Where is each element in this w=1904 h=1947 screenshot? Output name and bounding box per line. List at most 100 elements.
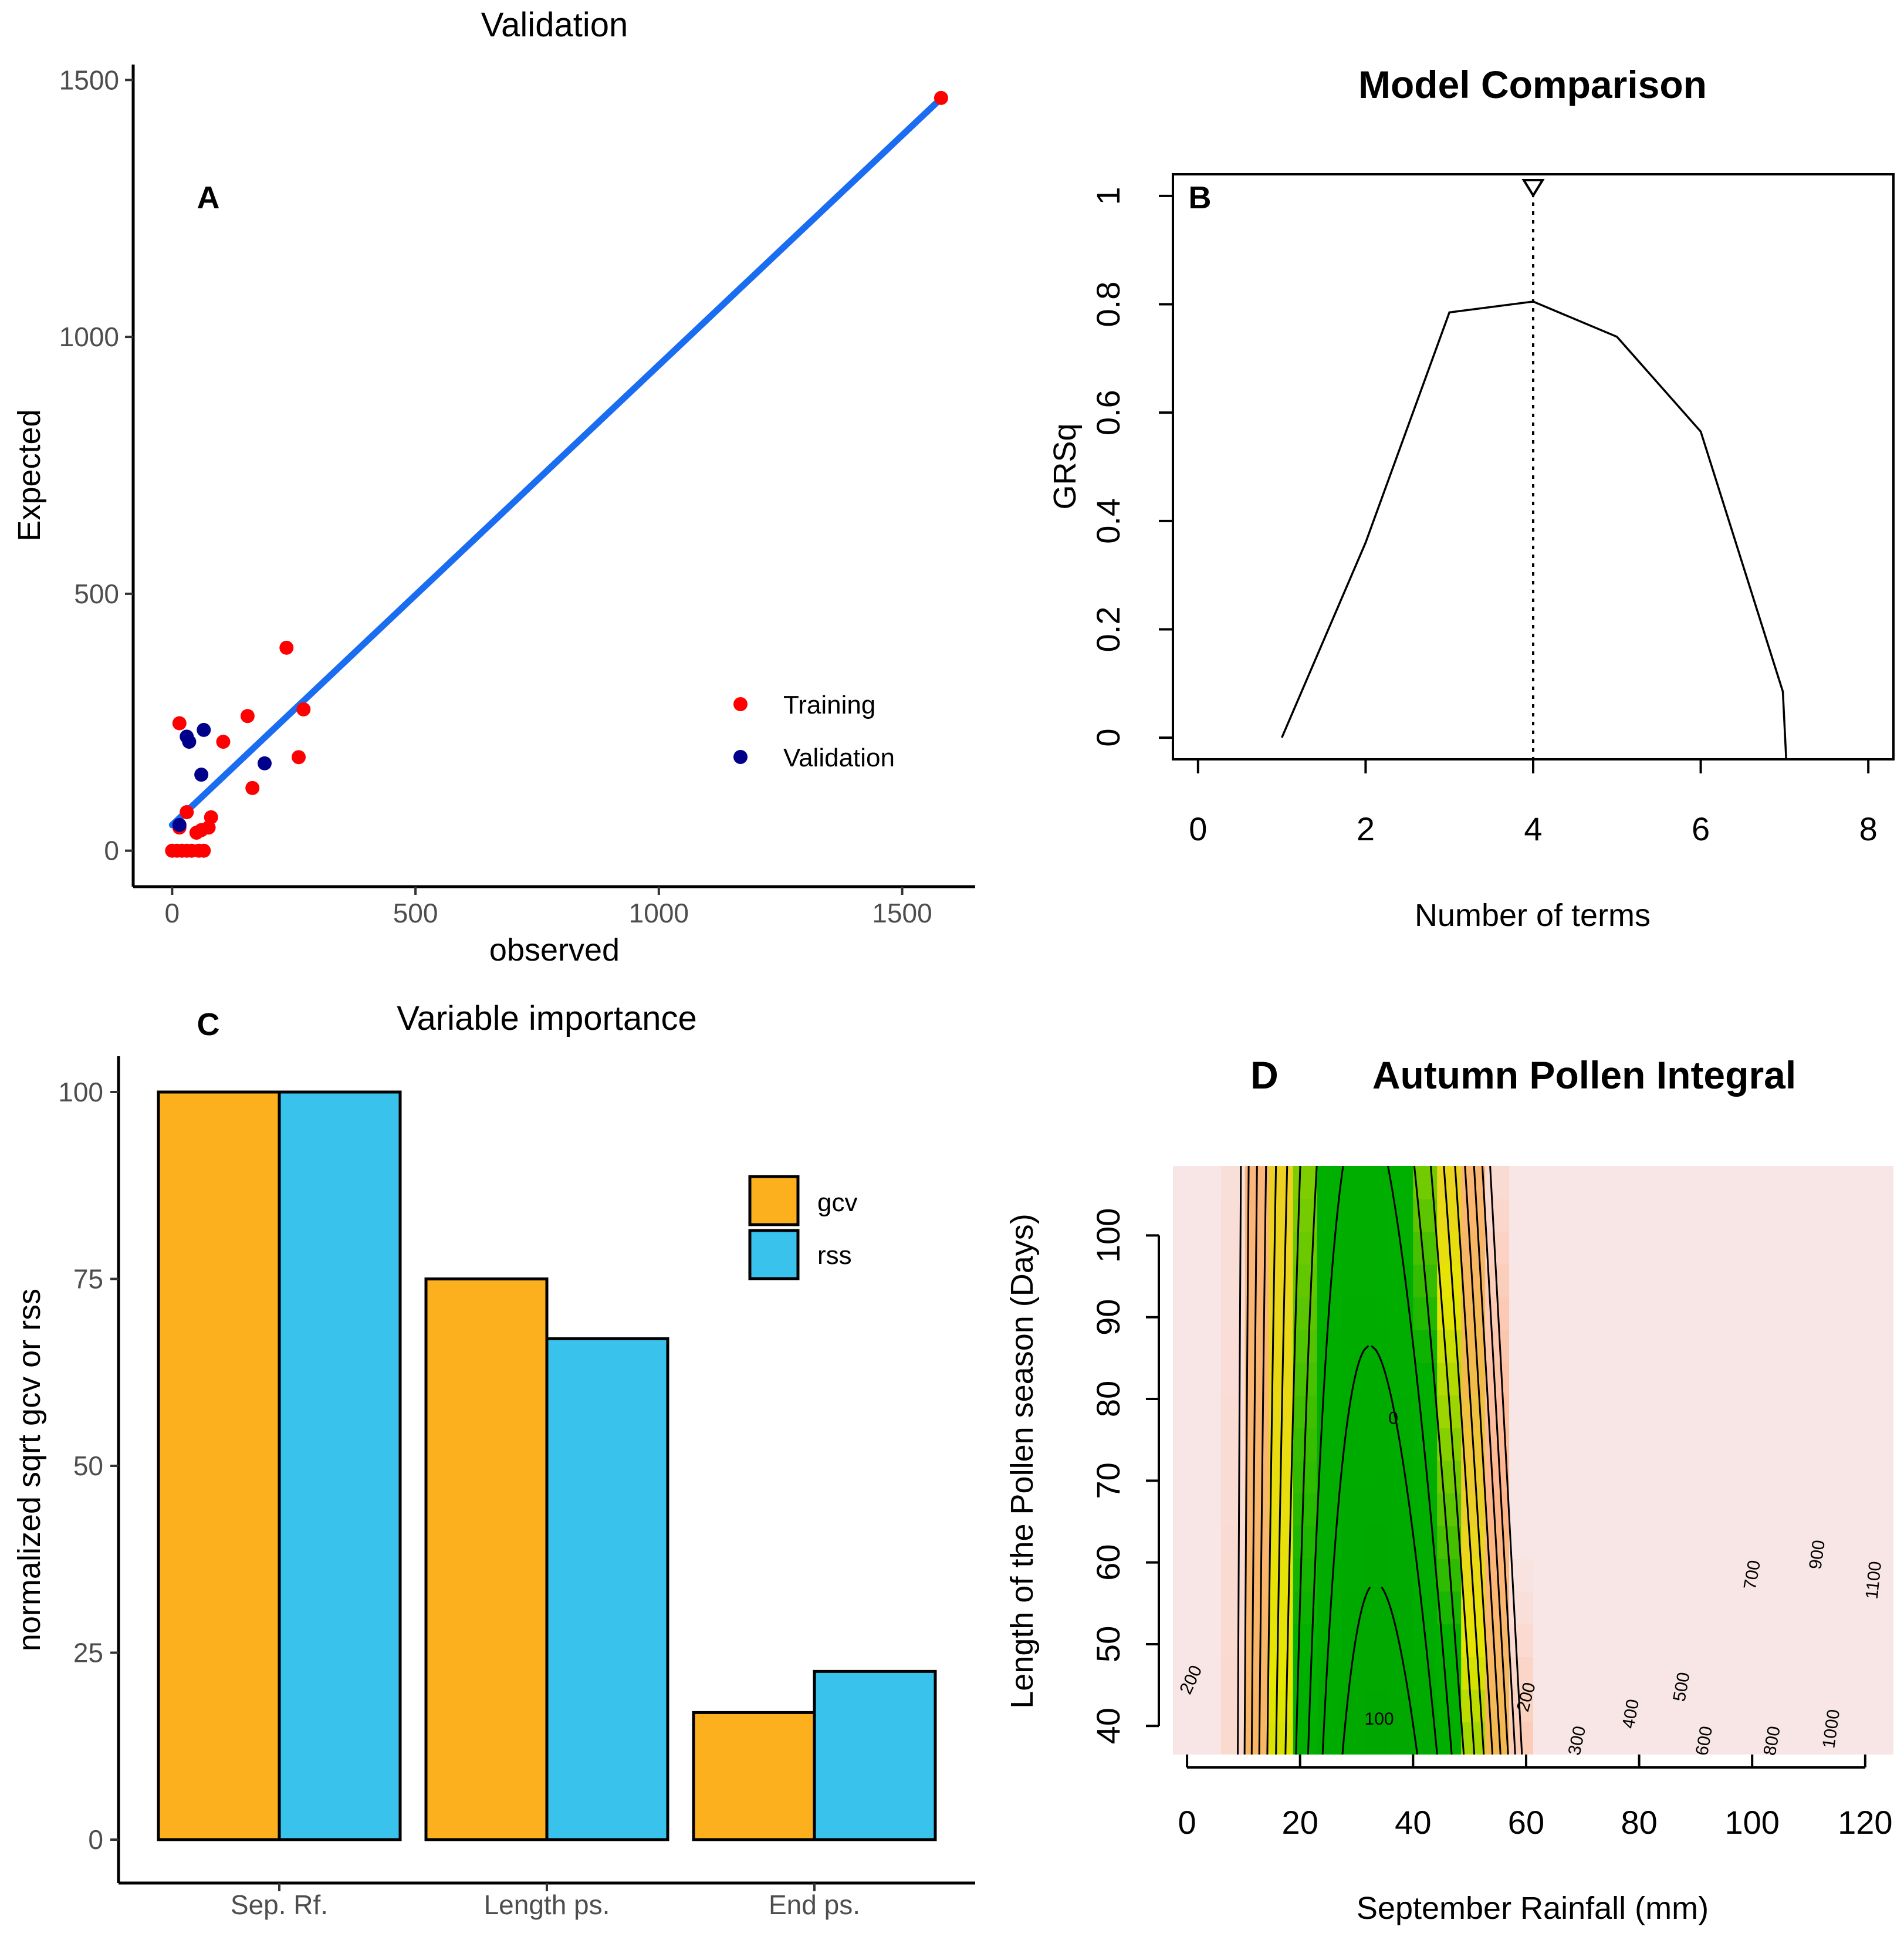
heatmap-cell (1605, 1198, 1630, 1232)
heatmap-cell (1557, 1264, 1582, 1297)
heatmap-cell (1173, 1460, 1198, 1494)
legend-label-validation: Validation (783, 743, 895, 772)
heatmap-cell (1581, 1166, 1606, 1199)
chart-title-b: Model Comparison (1358, 63, 1707, 106)
heatmap-cell (1845, 1656, 1871, 1690)
heatmap-cell (1196, 1525, 1222, 1559)
heatmap-cell (1557, 1166, 1582, 1199)
heatmap-cell (1869, 1656, 1893, 1690)
x-tick-label: 1000 (629, 898, 689, 928)
heatmap-cell (1773, 1624, 1798, 1657)
y-axis-label-c: normalized sqrt gcv or rss (12, 1289, 47, 1651)
heatmap-cell (1821, 1493, 1846, 1526)
heatmap-cell (1365, 1558, 1390, 1592)
heatmap-cell (1485, 1624, 1510, 1657)
heatmap-cell (1581, 1264, 1606, 1297)
heatmap-cell (1196, 1362, 1222, 1396)
heatmap-cell (1581, 1591, 1606, 1625)
heatmap-cell (1869, 1525, 1893, 1559)
heatmap-cell (1220, 1624, 1246, 1657)
heatmap-cell (1725, 1198, 1750, 1232)
y-axis-label-a: Expected (12, 409, 47, 541)
heatmap-cell (1845, 1722, 1871, 1755)
heatmap-cell (1821, 1362, 1846, 1396)
y-tick-label: 100 (1090, 1208, 1127, 1263)
heatmap-cell (1293, 1624, 1318, 1657)
heatmap-cell (1196, 1493, 1222, 1526)
contour-line (1266, 1166, 1277, 1755)
heatmap-cell (1797, 1722, 1822, 1755)
heatmap-cell (1413, 1296, 1438, 1330)
heatmap-cell (1485, 1493, 1510, 1526)
x-tick-label: 40 (1395, 1804, 1431, 1841)
x-tick-label: 0 (165, 898, 180, 928)
contour-line (1489, 1166, 1523, 1755)
heatmap-cell (1677, 1427, 1702, 1461)
heatmap-cell (1701, 1624, 1726, 1657)
heatmap-cell (1773, 1591, 1798, 1625)
heatmap-cell (1557, 1395, 1582, 1428)
heatmap-cell (1773, 1198, 1798, 1232)
heatmap-cell (1773, 1525, 1798, 1559)
heatmap-cell (1797, 1329, 1822, 1363)
x-tick-label: 4 (1524, 810, 1542, 847)
heatmap-cell (1317, 1722, 1342, 1755)
x-tick-label: 20 (1282, 1804, 1318, 1841)
heatmap-cell (1317, 1689, 1342, 1723)
y-tick-label: 75 (73, 1264, 103, 1294)
x-tick-label: 100 (1724, 1804, 1779, 1841)
selected-terms-marker (1521, 179, 1545, 198)
chart-panel-a: Validation A 0 500 1000 1500 0 500 1000 1500 o… (12, 6, 975, 968)
contour-line (1258, 1166, 1267, 1755)
training-point (172, 716, 187, 731)
heatmap-cell (1341, 1525, 1366, 1559)
heatmap-cell (1845, 1329, 1871, 1363)
heatmap-cell (1797, 1460, 1822, 1494)
validation-point (182, 735, 197, 749)
heatmap-cell (1389, 1264, 1414, 1297)
heatmap-cell (1677, 1198, 1702, 1232)
x-tick-label: Length ps. (484, 1889, 610, 1920)
heatmap-cell (1173, 1689, 1198, 1723)
heatmap-cell (1461, 1525, 1486, 1559)
panel-label-a: A (197, 180, 220, 215)
heatmap-cell (1653, 1493, 1678, 1526)
heatmap-cell (1509, 1198, 1534, 1232)
x-tick-label: 8 (1859, 810, 1878, 847)
x-tick-label: 0 (1178, 1804, 1196, 1841)
panel-label-c: C (197, 1007, 220, 1042)
heatmap-cell (1196, 1264, 1222, 1297)
heatmap-cell (1389, 1198, 1414, 1232)
heatmap-cell (1389, 1591, 1414, 1625)
contour-line (1284, 1166, 1301, 1755)
heatmap-cell (1557, 1460, 1582, 1494)
training-point (204, 810, 218, 824)
heatmap-cell (1869, 1427, 1893, 1461)
heatmap-cell (1773, 1166, 1798, 1199)
y-tick-label: 25 (73, 1638, 103, 1668)
heatmap-cell (1341, 1231, 1366, 1265)
heatmap-cell (1341, 1362, 1366, 1396)
contour-line (1237, 1166, 1242, 1755)
heatmap-cell (1173, 1395, 1198, 1428)
heatmap-cell (1701, 1722, 1726, 1755)
heatmap-cell (1365, 1427, 1390, 1461)
heatmap-cell (1196, 1624, 1222, 1657)
heatmap-cell (1605, 1166, 1630, 1199)
heatmap-cell (1581, 1362, 1606, 1396)
contour-line (1429, 1166, 1476, 1755)
heatmap-cell (1437, 1525, 1462, 1559)
heatmap-cell (1677, 1624, 1702, 1657)
heatmap-cell (1605, 1296, 1630, 1330)
heatmap-cell (1557, 1525, 1582, 1559)
heatmap-cell (1725, 1329, 1750, 1363)
heatmap-cell (1557, 1231, 1582, 1265)
heatmap-cell (1293, 1460, 1318, 1494)
heatmap-cell (1701, 1264, 1726, 1297)
heatmap-cell (1485, 1198, 1510, 1232)
heatmap-cell (1220, 1656, 1246, 1690)
heatmap-cell (1509, 1656, 1534, 1690)
heatmap-cell (1821, 1656, 1846, 1690)
contour-line (1454, 1166, 1494, 1755)
heatmap-cell (1653, 1329, 1678, 1363)
